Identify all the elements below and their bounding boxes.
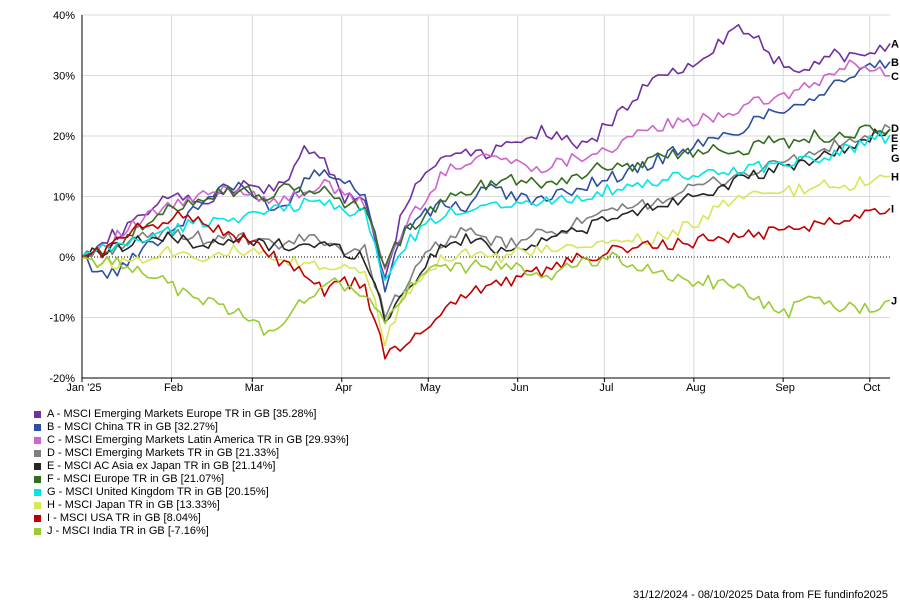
y-tick-label: 40% xyxy=(53,10,75,22)
legend-item-g: G - MSCI United Kingdom TR in GB [20.15%… xyxy=(34,486,349,499)
y-tick-label: -20% xyxy=(49,373,75,385)
legend-label: B - MSCI China TR in GB [32.27%] xyxy=(47,421,218,433)
end-label-i: I xyxy=(891,203,894,215)
legend-label: D - MSCI Emerging Markets TR in GB [21.3… xyxy=(47,447,280,459)
series-line-a xyxy=(81,23,891,279)
series-line-g xyxy=(81,131,891,281)
x-tick-label: Oct xyxy=(863,382,880,394)
legend-swatch xyxy=(34,437,41,444)
grid xyxy=(82,14,890,379)
end-label-a: A xyxy=(891,39,899,51)
legend-label: C - MSCI Emerging Markets Latin America … xyxy=(47,434,349,446)
legend-item-c: C - MSCI Emerging Markets Latin America … xyxy=(34,434,349,447)
x-tick-label: May xyxy=(420,382,441,394)
series-line-j xyxy=(81,251,891,336)
legend-swatch xyxy=(34,463,41,470)
legend-label: A - MSCI Emerging Markets Europe TR in G… xyxy=(47,408,317,420)
legend-item-b: B - MSCI China TR in GB [32.27%] xyxy=(34,421,349,434)
legend-item-a: A - MSCI Emerging Markets Europe TR in G… xyxy=(34,408,349,421)
series-line-f xyxy=(81,124,891,268)
legend-item-d: D - MSCI Emerging Markets TR in GB [21.3… xyxy=(34,447,349,460)
x-tick-label: Aug xyxy=(686,382,706,394)
end-label-h: H xyxy=(891,171,899,183)
legend-swatch xyxy=(34,450,41,457)
legend-label: J - MSCI India TR in GB [-7.16%] xyxy=(47,525,209,537)
end-label-c: C xyxy=(891,71,899,83)
y-tick-label: -10% xyxy=(49,313,75,325)
y-tick-label: 30% xyxy=(53,71,75,83)
legend-label: H - MSCI Japan TR in GB [13.33%] xyxy=(47,499,220,511)
x-tick-label: Sep xyxy=(775,382,795,394)
y-tick-label: 0% xyxy=(59,252,75,264)
end-label-f: F xyxy=(891,143,898,155)
legend-swatch xyxy=(34,515,41,522)
x-tick-label: Jul xyxy=(599,382,613,394)
legend-swatch xyxy=(34,489,41,496)
legend-item-i: I - MSCI USA TR in GB [8.04%] xyxy=(34,512,349,525)
series-lines xyxy=(81,23,891,360)
legend-item-j: J - MSCI India TR in GB [-7.16%] xyxy=(34,525,349,538)
x-tick-label: Apr xyxy=(335,382,352,394)
y-tick-label: 10% xyxy=(53,192,75,204)
legend-swatch xyxy=(34,502,41,509)
series-line-b xyxy=(81,59,891,293)
legend-swatch xyxy=(34,424,41,431)
series-line-e xyxy=(81,128,891,323)
x-tick-label: Jun xyxy=(511,382,529,394)
end-label-g: G xyxy=(891,153,900,165)
footer-source: 31/12/2024 - 08/10/2025 Data from FE fun… xyxy=(632,589,888,601)
line-chart: 40% 30% 20% 10% 0% -10% -20%Jan '25 Feb Mar Apr Ma… xyxy=(49,10,900,394)
legend-item-h: H - MSCI Japan TR in GB [13.33%] xyxy=(34,499,349,512)
end-label-d: D xyxy=(891,123,899,135)
legend-label: I - MSCI USA TR in GB [8.04%] xyxy=(47,512,201,524)
end-label-b: B xyxy=(891,57,899,69)
legend: A - MSCI Emerging Markets Europe TR in G… xyxy=(34,408,349,538)
legend-label: E - MSCI AC Asia ex Japan TR in GB [21.1… xyxy=(47,460,276,472)
x-tick-label: Mar xyxy=(245,382,264,394)
legend-item-e: E - MSCI AC Asia ex Japan TR in GB [21.1… xyxy=(34,460,349,473)
legend-item-f: F - MSCI Europe TR in GB [21.07%] xyxy=(34,473,349,486)
legend-swatch xyxy=(34,476,41,483)
series-line-i xyxy=(81,207,891,360)
axes: 40% 30% 20% 10% 0% -10% -20%Jan '25 Feb Mar Apr Ma… xyxy=(49,10,890,394)
y-tick-label: 20% xyxy=(53,131,75,143)
legend-label: G - MSCI United Kingdom TR in GB [20.15%… xyxy=(47,486,269,498)
x-tick-label: Feb xyxy=(164,382,183,394)
legend-swatch xyxy=(34,411,41,418)
series-line-h xyxy=(81,174,891,347)
legend-label: F - MSCI Europe TR in GB [21.07%] xyxy=(47,473,225,485)
legend-swatch xyxy=(34,528,41,535)
x-tick-label: Jan '25 xyxy=(66,382,101,394)
end-label-e: E xyxy=(891,133,898,145)
end-label-j: J xyxy=(891,295,897,307)
